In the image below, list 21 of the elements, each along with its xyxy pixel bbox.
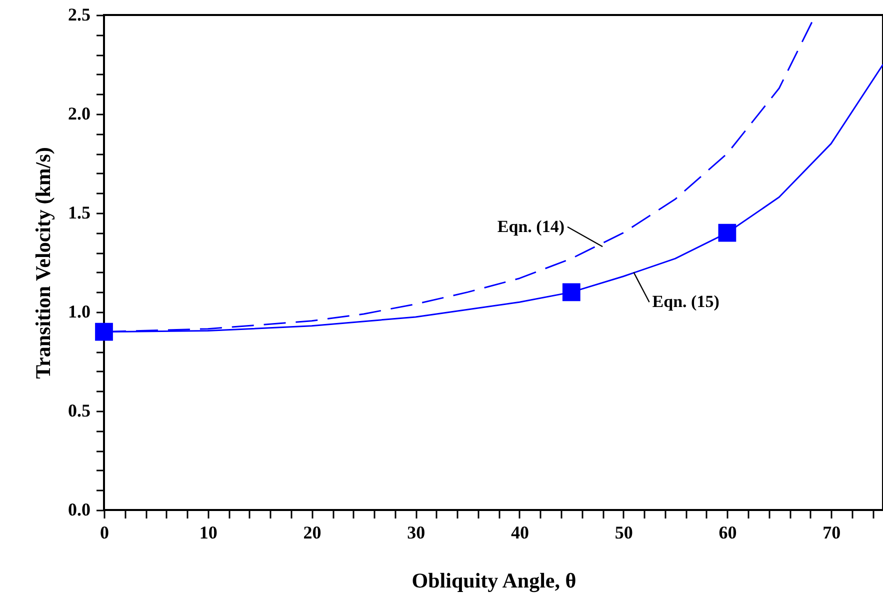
point	[718, 224, 736, 242]
x-tick-label: 60	[718, 522, 737, 542]
point	[95, 322, 113, 341]
x-tick-label: 50	[614, 522, 633, 542]
x-tick-label: 30	[407, 522, 426, 542]
x-tick-label: 20	[303, 522, 322, 542]
y-tick-label: 0.0	[68, 500, 90, 520]
y-tick-label: 1.5	[68, 202, 90, 222]
x-tick-label: 0	[100, 522, 109, 542]
y-tick-label: 2.5	[68, 4, 90, 24]
x-axis-title: Obliquity Angle, θ	[412, 568, 576, 592]
y-tick-label: 1.0	[68, 302, 90, 322]
y-axis-title: Transition Velocity (km/s)	[31, 147, 55, 379]
x-tick-label: 40	[510, 522, 529, 542]
x-tick-label: 10	[199, 522, 218, 542]
point	[562, 283, 580, 302]
annotation: Eqn. (15)	[652, 292, 720, 312]
y-tick-label: 0.5	[68, 400, 90, 420]
x-tick-label: 70	[822, 522, 841, 542]
annotation: Eqn. (14)	[497, 216, 565, 236]
y-tick-label: 2.0	[68, 104, 90, 124]
